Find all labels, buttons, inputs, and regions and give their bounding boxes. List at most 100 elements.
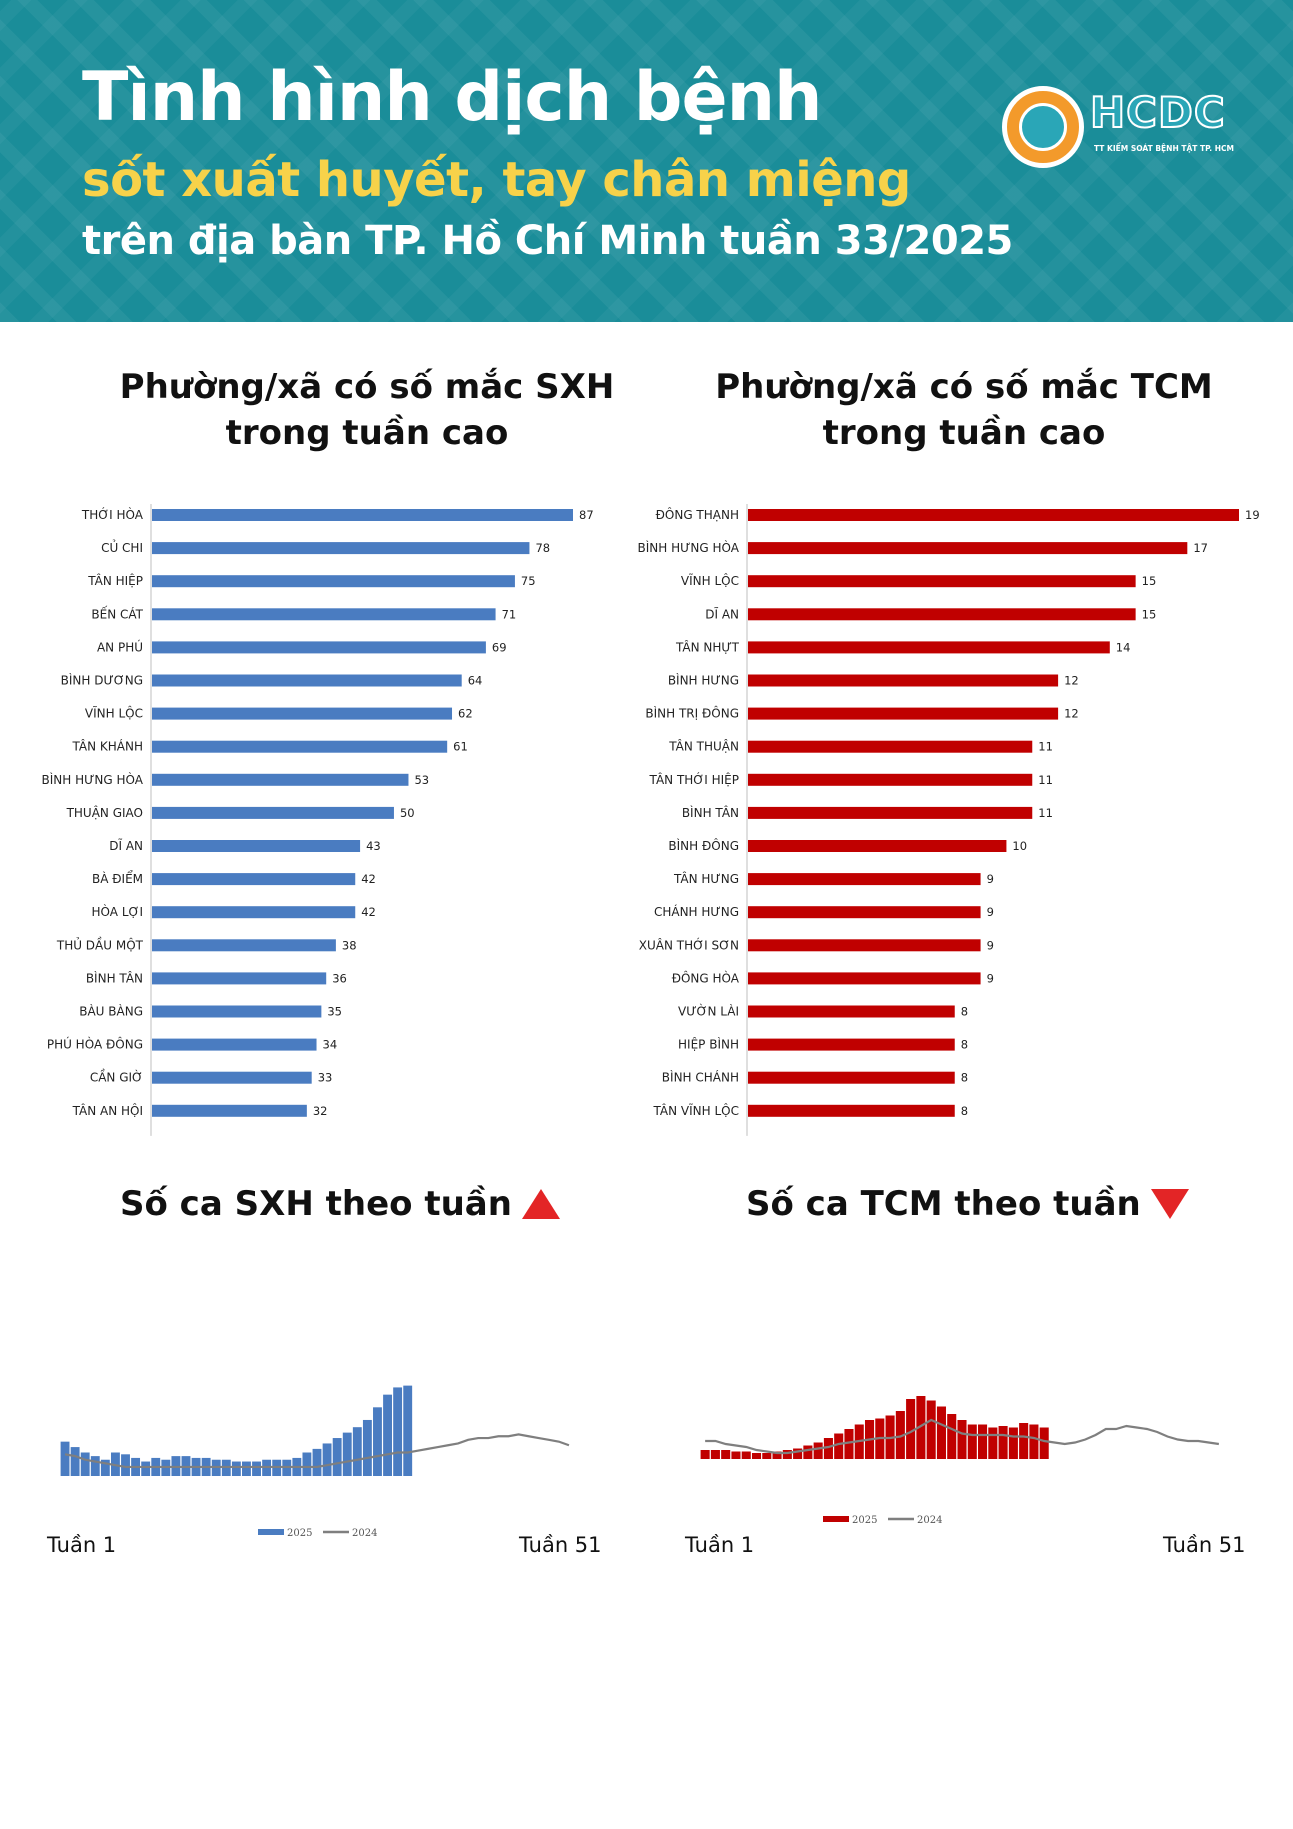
tcm-ward-value-label: 15 [1142,607,1157,621]
page-title: Tình hình dịch bệnh [82,58,822,137]
tcm-weekly-bar-2025 [710,1450,720,1459]
tcm-weekly-bar-2025 [1029,1424,1039,1459]
sxh-weekly-bar-2025 [383,1394,392,1476]
tcm-ward-value-label: 8 [961,1071,968,1085]
sxh-ward-value-label: 36 [332,971,347,985]
sxh-wards-title-line1: Phường/xã có số mắc SXH [119,367,615,407]
tcm-weekly-bar-2025 [957,1420,967,1459]
sxh-ward-bar [152,939,336,952]
sxh-ward-category-label: BẾN CÁT [91,605,143,621]
tcm-ward-value-label: 12 [1064,674,1079,688]
sxh-ward-value-label: 64 [468,674,483,688]
sxh-ward-category-label: BÌNH HƯNG HÒA [42,772,144,787]
tcm-ward-value-label: 9 [987,938,994,952]
sxh-ward-bar [152,773,409,786]
tcm-weekly-bar-2025 [782,1450,792,1459]
tcm-ward-bar [748,740,1033,753]
tcm-ward-category-label: DĨ AN [705,606,739,621]
sxh-ward-value-label: 50 [400,806,415,820]
tcm-weekly-title-text: Số ca TCM theo tuần [746,1184,1141,1224]
sxh-weekly-line-2024 [64,1433,570,1469]
header-banner: Tình hình dịch bệnh sốt xuất huyết, tay … [0,0,1293,322]
sxh-ward-bar [152,1005,322,1018]
sxh-ward-bar [152,1071,312,1084]
tcm-ward-bar [748,1071,955,1084]
sxh-ward-bar [152,542,530,555]
sxh-ward-bar [152,1038,317,1051]
sxh-weekly-bar-2025 [121,1454,130,1476]
sxh-ward-value-label: 43 [366,839,381,853]
sxh-ward-category-label: CẦN GIỜ [90,1069,143,1085]
sxh-ward-category-label: HÒA LỢI [92,904,143,919]
tcm-weekly-bar-2025 [926,1400,936,1459]
sxh-weekly-bar-2025 [231,1461,241,1476]
tcm-weekly-bar-2025 [947,1414,957,1459]
tcm-ward-bar [748,641,1110,654]
sxh-ward-category-label: THỦ DẦU MỘT [56,936,144,952]
tcm-ward-value-label: 9 [987,971,994,985]
tcm-ward-value-label: 11 [1038,740,1053,754]
tcm-weekly-legend-2025-label: 2025 [852,1515,877,1526]
sxh-ward-category-label: TÂN HIỆP [87,573,143,588]
tcm-ward-category-label: TÂN NHỰT [675,639,740,654]
sxh-ward-bar [152,1104,307,1117]
sxh-ward-bar [152,873,356,886]
sxh-ward-bar [152,806,394,819]
sxh-weekly-bar-2025 [141,1461,151,1476]
sxh-ward-category-label: TÂN KHÁNH [72,739,144,754]
trend-down-icon [1150,1189,1189,1219]
sxh-weekly-title: Số ca SXH theo tuần [120,1184,560,1224]
sxh-weekly-bar-2025 [373,1407,382,1476]
logo-tagline: TT KIỂM SOÁT BỆNH TẬT TP. HCM [1094,144,1234,153]
tcm-weekly-bar-2025 [813,1442,823,1459]
tcm-ward-value-label: 17 [1193,541,1208,555]
sxh-weekly-bar-2025 [393,1387,403,1476]
sxh-wards-chart-title: Phường/xã có số mắc SXH trong tuần cao [117,364,617,456]
sxh-ward-value-label: 42 [361,872,376,886]
tcm-weekly-bar-2025 [895,1411,905,1459]
tcm-ward-bar [748,773,1033,786]
tcm-ward-value-label: 9 [987,872,994,886]
tcm-weekly-title: Số ca TCM theo tuần [746,1184,1189,1224]
sxh-ward-category-label: DĨ AN [109,838,143,853]
tcm-week-start-label: Tuần 1 [685,1533,755,1557]
tcm-ward-bar [748,840,1007,852]
tcm-weekly-chart: 2025 2024 [700,1396,1220,1526]
tcm-ward-bar [748,542,1188,555]
hcdc-logo: HCDC TT KIỂM SOÁT BỆNH TẬT TP. HCM [1002,82,1234,172]
tcm-ward-bar [748,707,1059,720]
sxh-weekly-bar-2025 [80,1452,90,1476]
sxh-ward-value-label: 71 [502,607,517,621]
tcm-ward-category-label: ĐÔNG HÒA [672,970,740,985]
tcm-ward-category-label: ĐÔNG THẠNH [656,507,739,522]
tcm-week-end-label: Tuần 51 [1163,1533,1246,1557]
tcm-ward-bar [748,873,981,886]
tcm-weekly-legend-2025-swatch [823,1516,849,1522]
sxh-weekly-bar-2025 [90,1456,100,1476]
tcm-ward-category-label: TÂN THUẬN [668,739,739,754]
sxh-ward-category-label: BÀ ĐIỂM [92,870,143,886]
tcm-wards-title-line2: trong tuần cao [822,413,1106,453]
sxh-ward-category-label: VĨNH LỘC [85,706,143,721]
sxh-ward-category-label: THỚI HÒA [81,507,144,522]
sxh-ward-value-label: 35 [327,1005,342,1019]
tcm-ward-category-label: BÌNH TRỊ ĐÔNG [645,706,739,721]
sxh-ward-category-label: BÌNH TÂN [86,970,143,985]
sxh-ward-category-label: TÂN AN HỘI [72,1103,143,1118]
tcm-ward-bar [748,674,1059,687]
sxh-weekly-bar-2025 [403,1385,413,1476]
sxh-ward-value-label: 61 [453,740,468,754]
tcm-ward-value-label: 9 [987,905,994,919]
tcm-weekly-bar-2025 [916,1396,926,1459]
tcm-ward-value-label: 8 [961,1005,968,1019]
sxh-ward-bar [152,840,361,852]
tcm-weekly-bar-2025 [906,1399,916,1459]
tcm-ward-value-label: 11 [1038,806,1053,820]
tcm-weekly-bar-2025 [1019,1423,1029,1459]
tcm-ward-value-label: 14 [1116,640,1131,654]
sxh-weekly-bar-2025 [70,1447,80,1476]
tcm-weekly-bar-2025 [803,1445,813,1459]
tcm-ward-bar [748,806,1033,819]
tcm-weekly-bar-2025 [834,1433,844,1459]
page-location-week: trên địa bàn TP. Hồ Chí Minh tuần 33/202… [82,218,1013,264]
